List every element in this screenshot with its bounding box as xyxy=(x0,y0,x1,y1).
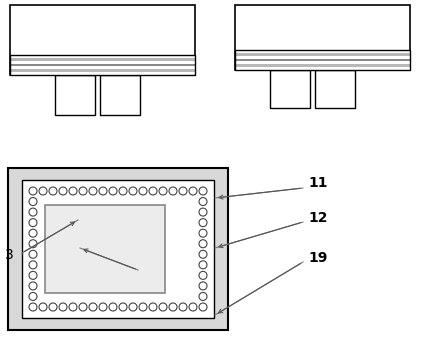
Bar xyxy=(235,53,410,56)
Bar xyxy=(235,61,410,64)
Circle shape xyxy=(129,303,137,311)
Bar xyxy=(235,59,410,61)
Bar xyxy=(235,5,410,70)
Bar xyxy=(45,205,165,293)
Circle shape xyxy=(119,187,127,195)
Bar xyxy=(235,50,410,70)
Circle shape xyxy=(199,261,207,269)
Text: 11: 11 xyxy=(308,176,328,190)
Circle shape xyxy=(199,219,207,227)
Circle shape xyxy=(109,303,117,311)
Circle shape xyxy=(29,250,37,258)
Circle shape xyxy=(79,187,87,195)
Circle shape xyxy=(189,187,197,195)
Circle shape xyxy=(29,261,37,269)
Circle shape xyxy=(89,187,97,195)
Bar xyxy=(10,55,195,58)
Bar xyxy=(55,75,95,115)
Circle shape xyxy=(109,187,117,195)
Circle shape xyxy=(59,303,67,311)
Bar xyxy=(235,50,410,70)
Bar xyxy=(235,56,410,59)
Circle shape xyxy=(129,187,137,195)
Circle shape xyxy=(29,219,37,227)
Circle shape xyxy=(29,197,37,206)
Circle shape xyxy=(29,282,37,290)
Bar xyxy=(22,180,214,318)
Circle shape xyxy=(29,240,37,248)
Circle shape xyxy=(99,303,107,311)
Bar xyxy=(10,55,195,75)
Circle shape xyxy=(199,208,207,216)
Circle shape xyxy=(89,303,97,311)
Bar xyxy=(235,67,410,70)
Circle shape xyxy=(169,303,177,311)
Circle shape xyxy=(159,303,167,311)
Circle shape xyxy=(199,250,207,258)
Bar xyxy=(10,58,195,61)
Bar xyxy=(10,5,195,75)
Circle shape xyxy=(199,229,207,237)
Bar xyxy=(10,72,195,75)
Bar xyxy=(10,61,195,63)
Circle shape xyxy=(199,197,207,206)
Bar xyxy=(235,50,410,53)
Circle shape xyxy=(159,187,167,195)
Bar xyxy=(8,168,228,330)
Circle shape xyxy=(29,187,37,195)
Circle shape xyxy=(39,187,47,195)
Bar xyxy=(270,70,310,108)
Bar xyxy=(10,63,195,66)
Bar xyxy=(10,66,195,69)
Circle shape xyxy=(29,293,37,300)
Circle shape xyxy=(139,303,147,311)
Circle shape xyxy=(69,187,77,195)
Circle shape xyxy=(39,303,47,311)
Circle shape xyxy=(179,187,187,195)
Circle shape xyxy=(99,187,107,195)
Circle shape xyxy=(49,187,57,195)
Bar xyxy=(10,69,195,72)
Circle shape xyxy=(149,303,157,311)
Text: 3: 3 xyxy=(5,248,14,262)
Circle shape xyxy=(119,303,127,311)
Circle shape xyxy=(139,187,147,195)
Circle shape xyxy=(29,303,37,311)
Circle shape xyxy=(59,187,67,195)
Bar xyxy=(315,70,355,108)
Circle shape xyxy=(179,303,187,311)
Bar xyxy=(10,55,195,75)
Circle shape xyxy=(69,303,77,311)
Circle shape xyxy=(49,303,57,311)
Circle shape xyxy=(29,208,37,216)
Bar xyxy=(235,64,410,67)
Circle shape xyxy=(199,271,207,279)
Bar xyxy=(100,75,140,115)
Circle shape xyxy=(199,303,207,311)
Circle shape xyxy=(29,229,37,237)
Circle shape xyxy=(199,240,207,248)
Circle shape xyxy=(29,271,37,279)
Text: 19: 19 xyxy=(308,251,327,265)
Circle shape xyxy=(149,187,157,195)
Circle shape xyxy=(199,187,207,195)
Circle shape xyxy=(169,187,177,195)
Circle shape xyxy=(199,282,207,290)
Circle shape xyxy=(79,303,87,311)
Circle shape xyxy=(189,303,197,311)
Text: 12: 12 xyxy=(308,211,328,225)
Circle shape xyxy=(199,293,207,300)
